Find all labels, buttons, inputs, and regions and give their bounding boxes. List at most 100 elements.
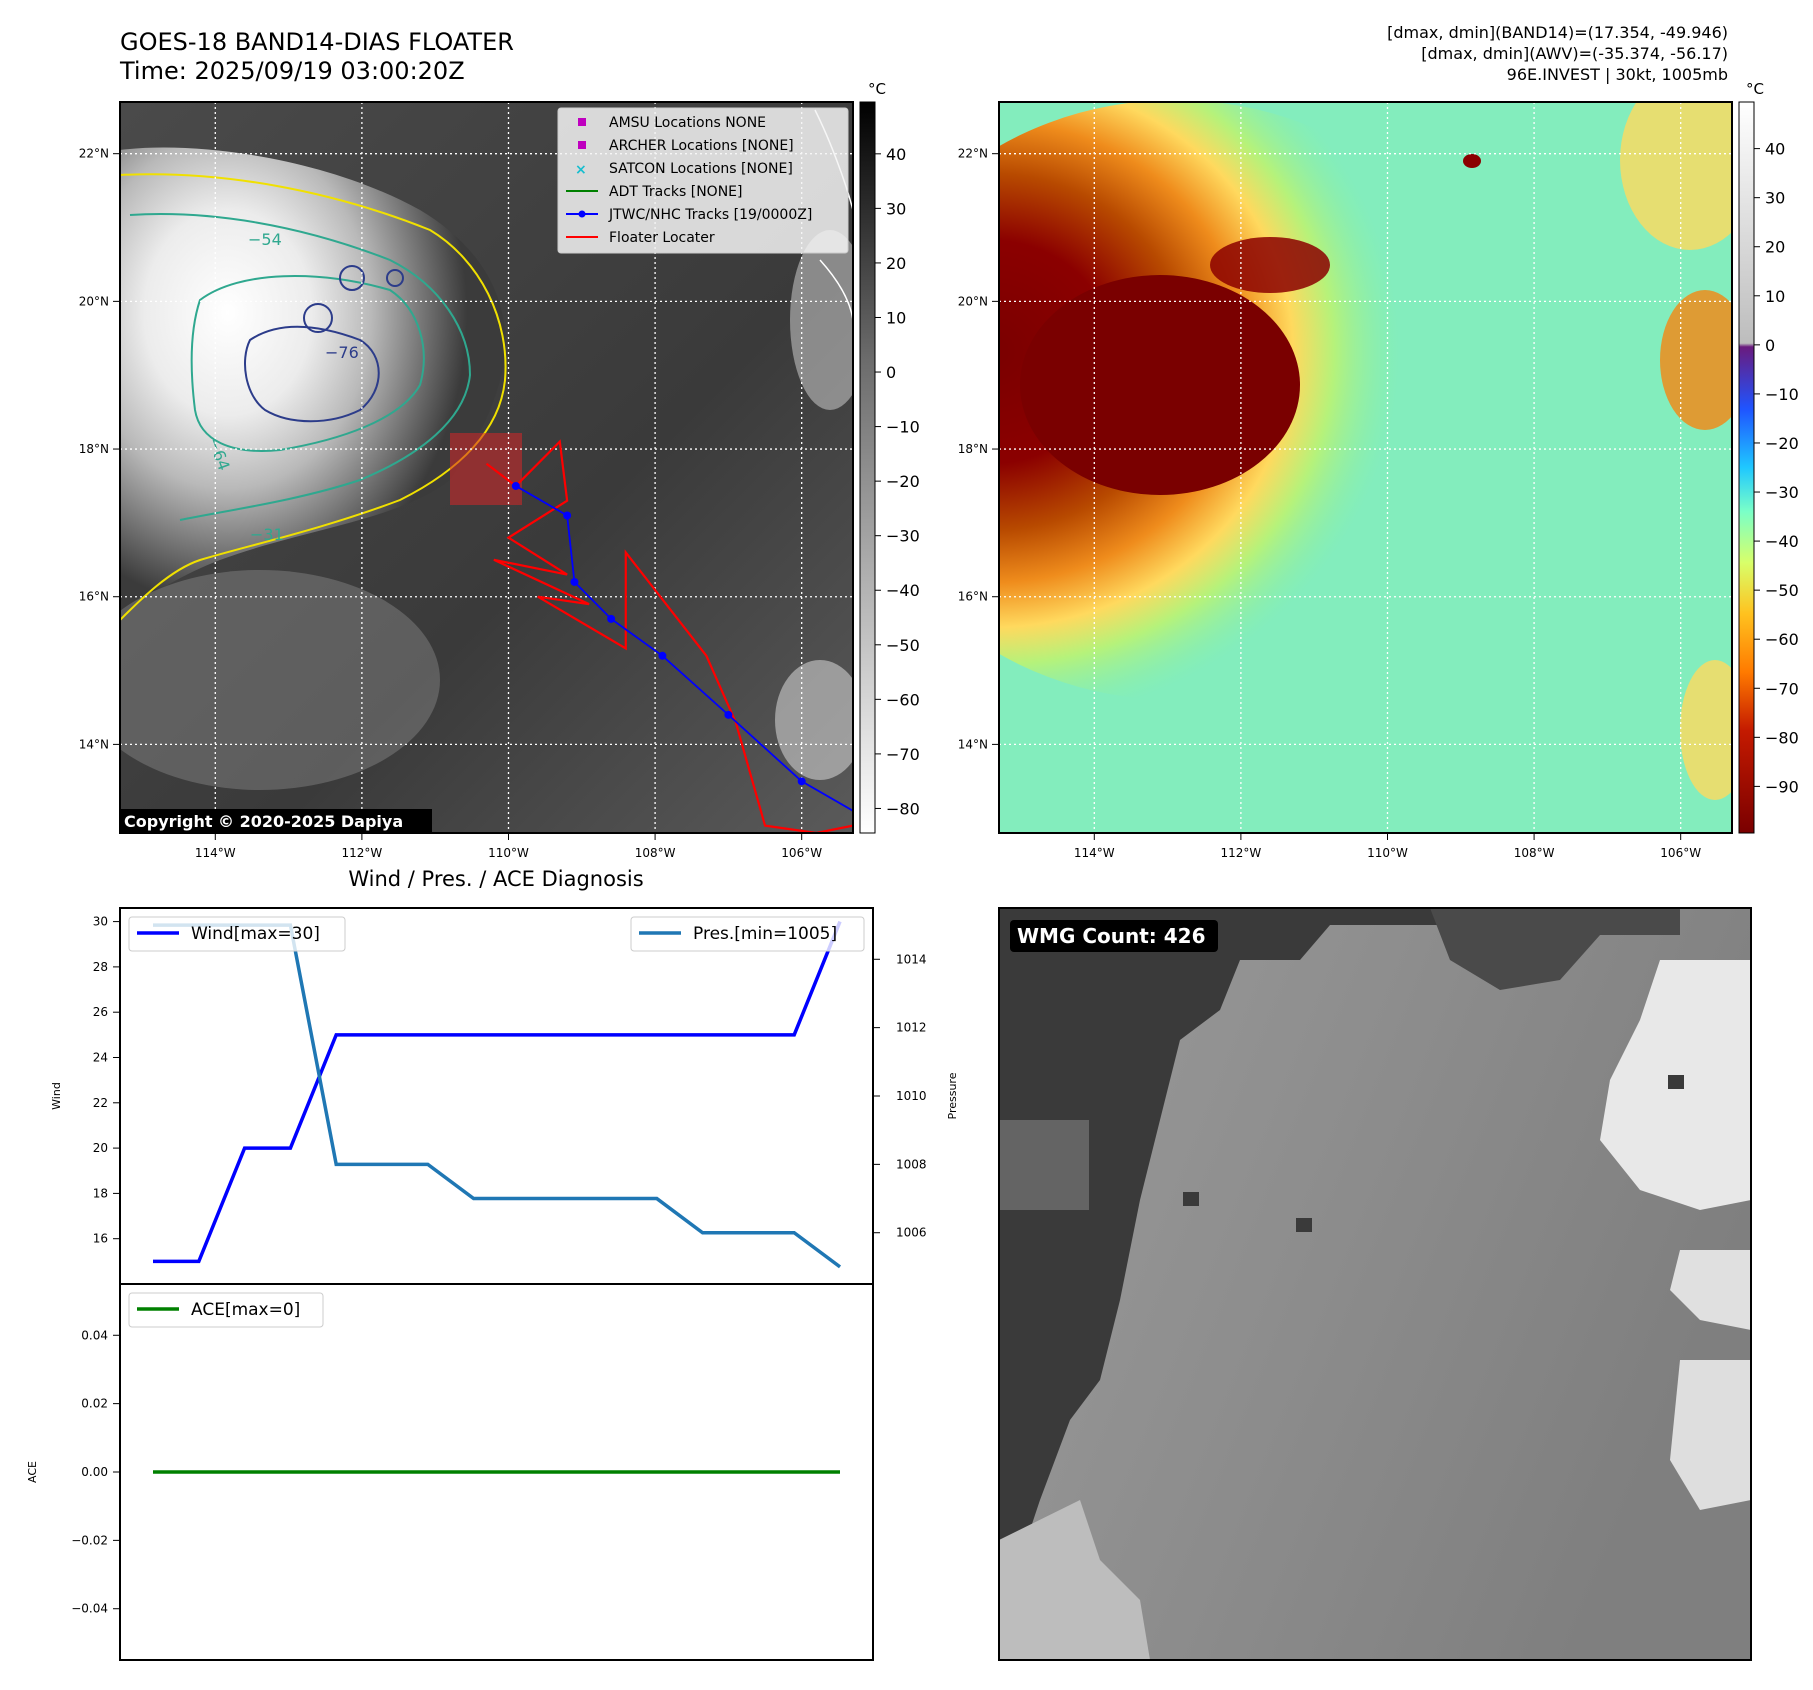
legend-label-archer: ARCHER Locations [NONE] [609,138,794,154]
stats-line1: [dmax, dmin](BAND14)=(17.354, -49.946) [1387,23,1728,42]
lon-tick-label: 108°W [635,846,676,860]
wmg-gray-patch [999,1120,1089,1210]
legend-label-adt: ADT Tracks [NONE] [609,184,742,200]
jtwc-track-point [563,511,572,520]
wv-map-frame [998,101,1733,834]
ir-cloud-mass [120,147,506,620]
legend-marker-archer [578,141,586,149]
wind-tick-label: 20 [93,1141,108,1155]
wind-tick-label: 26 [93,1005,108,1019]
colorbar-tick-label: 10 [886,308,906,327]
map-legend-box [557,107,849,254]
colorbar-tick-label: 10 [1765,287,1785,306]
lat-tick-label: 14°N [79,737,109,751]
contour-cell2 [386,269,404,287]
figure-title-line1: GOES-18 BAND14-DIAS FLOATER [120,28,514,56]
jtwc-track-point [570,577,579,586]
wv-cloud-east [1660,290,1732,430]
lat-tick-label: 22°N [958,147,988,161]
colorbar-tick-label: −30 [886,527,920,546]
wv-cloud-southeast [1680,660,1732,800]
lat-tick-label: 18°N [79,442,109,456]
wind-tick-label: 30 [93,915,108,929]
colorbar-tick-label: 30 [886,199,906,218]
wv-colorbar-unit: °C [1746,80,1764,98]
ace-tick-label: 0.00 [81,1465,108,1479]
pressure-axis-ticks: 1006 1008 1010 1012 1014 [873,952,927,1240]
lon-tick-label: 114°W [195,846,236,860]
copyright-badge [120,809,432,833]
stats-line2: [dmax, dmin](AWV)=(-35.374, -56.17) [1421,44,1728,63]
legend-label-amsu: AMSU Locations NONE [609,115,766,131]
figure-title-line2: Time: 2025/09/19 03:00:20Z [119,57,465,85]
copyright-text: Copyright © 2020-2025 Dapiya [124,812,403,831]
contour-label-1: −54 [248,230,282,249]
legend-marker-satcon: × [575,162,587,178]
contour-mid [129,213,472,521]
wind-axis-label: Wind [50,1082,63,1110]
stats-line3: 96E.INVEST | 30kt, 1005mb [1507,65,1728,84]
wind-pressure-frame [119,907,874,1285]
wv-cloud-northeast [1620,102,1732,250]
colorbar-tick-label: 40 [1765,140,1785,159]
pressure-legend-label: Pres.[min=1005] [693,924,837,944]
pressure-tick-label: 1006 [896,1226,927,1240]
contour-label-4: −31 [250,525,284,544]
colorbar-tick-label: −40 [1765,532,1799,551]
floater-locater-track [485,439,853,833]
wmg-dark-pixel-1 [1296,1218,1312,1232]
colorbar-tick-label: −80 [1765,728,1799,747]
wind-tick-label: 28 [93,960,108,974]
lon-tick-label: 110°W [488,846,529,860]
jtwc-track-point [658,651,667,660]
wmg-panel: WMG Count: 426 [998,907,1752,1661]
wv-map-panel: 114°W 112°W 110°W 108°W 106°W 22°N 20°N 18°N 16°… [958,80,1799,860]
colorbar-tick-label: −10 [886,418,920,437]
wind-axis-ticks: 16 18 20 22 24 26 28 30 [93,915,120,1246]
ir-colorbar [859,101,876,834]
pressure-legend-box [630,916,865,952]
jtwc-nhc-track [515,485,853,812]
lon-tick-label: 112°W [1220,846,1261,860]
diagnosis-title: Wind / Pres. / ACE Diagnosis [348,867,643,891]
wind-legend-label: Wind[max=30] [191,924,320,944]
ace-tick-label: 0.04 [81,1328,108,1342]
contour-inner [190,275,425,452]
lon-tick-label: 112°W [341,846,382,860]
wmg-count-label: WMG Count: 426 [1017,924,1206,948]
jtwc-track-point [607,614,616,623]
lat-tick-label: 22°N [79,147,109,161]
colorbar-tick-label: −20 [1765,434,1799,453]
lon-tick-label: 110°W [1367,846,1408,860]
lat-tick-label: 14°N [958,737,988,751]
wmg-dark-pixel-2 [1183,1192,1199,1206]
wmg-dark-pixel-3 [1668,1075,1684,1089]
contour-cell1 [339,265,365,291]
wind-pressure-chart: 16 18 20 22 24 26 28 30 1006 1008 1010 1012 1014 Wi… [50,907,959,1285]
jtwc-track-point [511,481,520,490]
legend-marker-amsu [578,118,586,126]
lon-tick-label: 106°W [1660,846,1701,860]
ace-axis-label: ACE [26,1461,39,1483]
ir-colorbar-unit: °C [868,80,886,98]
colorbar-tick-label: −60 [886,690,920,709]
ace-tick-label: 0.02 [81,1397,108,1411]
lon-tick-label: 106°W [781,846,822,860]
wind-tick-label: 22 [93,1096,108,1110]
wmg-dark-region-west [999,908,1440,1560]
wind-series-line [153,920,842,1264]
pressure-tick-label: 1012 [896,1021,927,1035]
wv-cloud-cell [1463,154,1481,168]
jtwc-track-point [797,777,806,786]
wv-cloud-arm [1210,237,1330,293]
lon-tick-label: 114°W [1074,846,1115,860]
wind-legend-box [128,916,346,952]
lat-tick-label: 20°N [958,294,988,308]
wv-gridlines [999,102,1732,833]
ace-legend-label: ACE[max=0] [191,1300,300,1320]
pressure-tick-label: 1008 [896,1157,927,1171]
colorbar-tick-label: −50 [886,636,920,655]
ir-cloud-south [120,570,440,790]
wind-tick-label: 18 [93,1186,108,1200]
